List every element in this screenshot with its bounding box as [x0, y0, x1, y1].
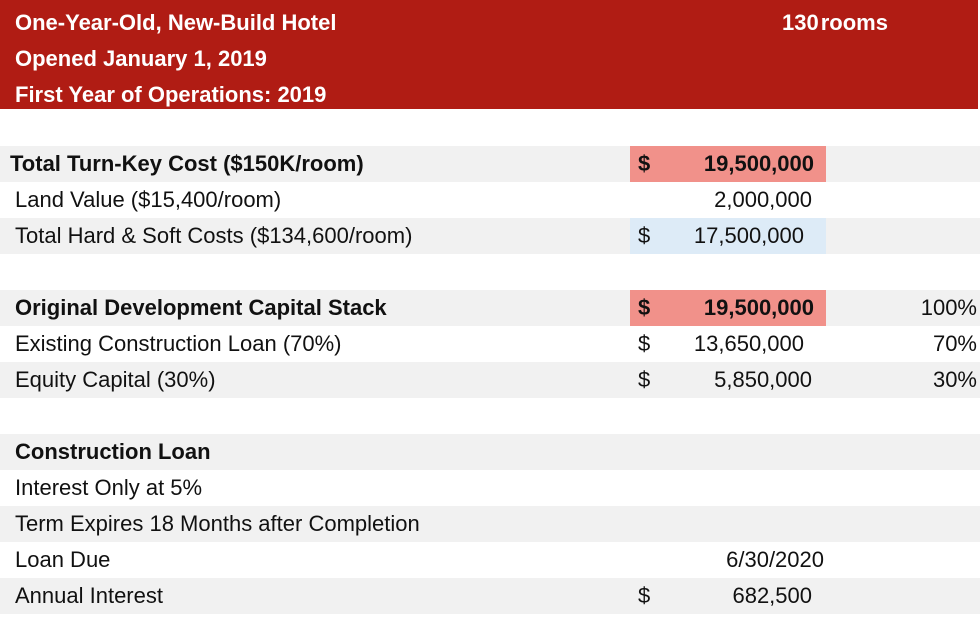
construction-loan-heading-row: Construction Loan [0, 434, 980, 470]
turnkey-total-row: Total Turn-Key Cost ($150K/room) $ 19,50… [0, 146, 980, 182]
interest-terms-text: Interest Only at 5% [15, 475, 203, 500]
hard-soft-costs-row: Total Hard & Soft Costs ($134,600/room) … [0, 218, 980, 254]
room-count: 130rooms [782, 5, 888, 41]
title-banner: One-Year-Old, New-Build Hotel Opened Jan… [0, 0, 978, 109]
equity-capital-pct: 30% [932, 367, 977, 392]
equity-capital-label: Equity Capital (30%) [15, 367, 216, 392]
equity-capital-dollar: $ [638, 367, 651, 392]
construction-loan-heading: Construction Loan [15, 439, 211, 464]
annual-interest-dollar: $ [638, 583, 651, 608]
equity-capital-amount: 5,850,000 [714, 367, 812, 392]
capital-stack-total-dollar: $ [638, 295, 651, 320]
turnkey-total-dollar: $ [638, 151, 651, 176]
loan-due-row: Loan Due 6/30/2020 [0, 542, 980, 578]
construction-loan-share-pct: 70% [932, 331, 977, 356]
capital-stack-total-value: 19,500,000 [703, 295, 814, 320]
construction-loan-share-row: Existing Construction Loan (70%) $ 13,65… [0, 326, 980, 362]
construction-loan-share-amount: 13,650,000 [693, 331, 804, 356]
land-value-amount: 2,000,000 [714, 187, 812, 212]
annual-interest-amount: 682,500 [732, 583, 812, 608]
loan-term-row: Term Expires 18 Months after Completion [0, 506, 980, 542]
capital-stack-total-pct: 100% [920, 295, 977, 320]
hard-soft-costs-highlight [630, 218, 826, 254]
equity-capital-row: Equity Capital (30%) $ 5,850,000 30% [0, 362, 980, 398]
capital-stack-total-row: Original Development Capital Stack $ 19,… [0, 290, 980, 326]
room-count-unit: rooms [820, 10, 888, 35]
annual-interest-label: Annual Interest [15, 583, 163, 608]
hard-soft-costs-amount: 17,500,000 [693, 223, 804, 248]
loan-term-text: Term Expires 18 Months after Completion [15, 511, 420, 536]
interest-terms-row: Interest Only at 5% [0, 470, 980, 506]
room-count-number: 130 [782, 10, 819, 35]
first-operating-year: First Year of Operations: 2019 [15, 82, 327, 107]
turnkey-total-value: 19,500,000 [703, 151, 814, 176]
capital-stack-total-highlight [630, 290, 826, 326]
loan-due-label: Loan Due [15, 547, 111, 572]
annual-interest-row: Annual Interest $ 682,500 [0, 578, 980, 614]
opening-date: Opened January 1, 2019 [15, 46, 267, 71]
land-value-label: Land Value ($15,400/room) [15, 187, 282, 212]
turnkey-total-label: Total Turn-Key Cost ($150K/room) [10, 151, 364, 176]
capital-stack-total-label: Original Development Capital Stack [15, 295, 387, 320]
loan-due-date: 6/30/2020 [726, 547, 824, 572]
construction-loan-share-label: Existing Construction Loan (70%) [15, 331, 342, 356]
construction-loan-share-dollar: $ [638, 331, 651, 356]
land-value-row: Land Value ($15,400/room) 2,000,000 [0, 182, 980, 218]
hard-soft-costs-dollar: $ [638, 223, 651, 248]
hard-soft-costs-label: Total Hard & Soft Costs ($134,600/room) [15, 223, 413, 248]
turnkey-total-highlight [630, 146, 826, 182]
hotel-description: One-Year-Old, New-Build Hotel [15, 10, 337, 35]
